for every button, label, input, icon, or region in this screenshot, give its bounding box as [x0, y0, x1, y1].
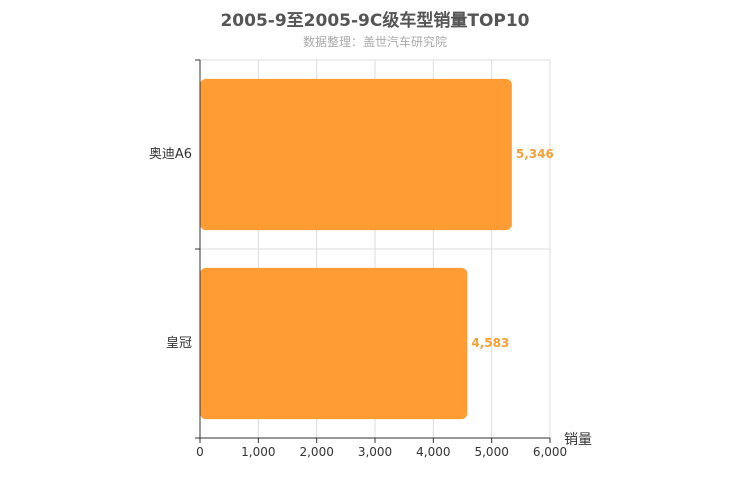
x-tick-label: 3,000 [358, 445, 392, 459]
x-axis-label: 销量 [564, 432, 592, 448]
value-label: 4,583 [471, 336, 509, 350]
axes [195, 59, 551, 443]
x-tick-label: 1,000 [241, 445, 275, 459]
x-tick-label: 6,000 [533, 445, 567, 459]
category-label: 皇冠 [166, 336, 192, 351]
category-label: 奥迪A6 [149, 147, 192, 162]
bar [200, 78, 512, 231]
bars [200, 78, 512, 420]
x-tick-label: 5,000 [474, 445, 508, 459]
value-label: 5,346 [516, 147, 554, 161]
bar [200, 267, 468, 420]
labels: 5,346 奥迪A6 4,583 皇冠 0 1,000 2,000 3,000 4,000 5,0… [149, 147, 592, 459]
x-tick-label: 0 [196, 445, 204, 459]
chart-title: 2005-9至2005-9C级车型销量TOP10 [220, 11, 530, 31]
chart-subtitle: 数据整理：盖世汽车研究院 [302, 35, 447, 49]
x-tick-label: 2,000 [299, 445, 333, 459]
x-tick-label: 4,000 [416, 445, 450, 459]
